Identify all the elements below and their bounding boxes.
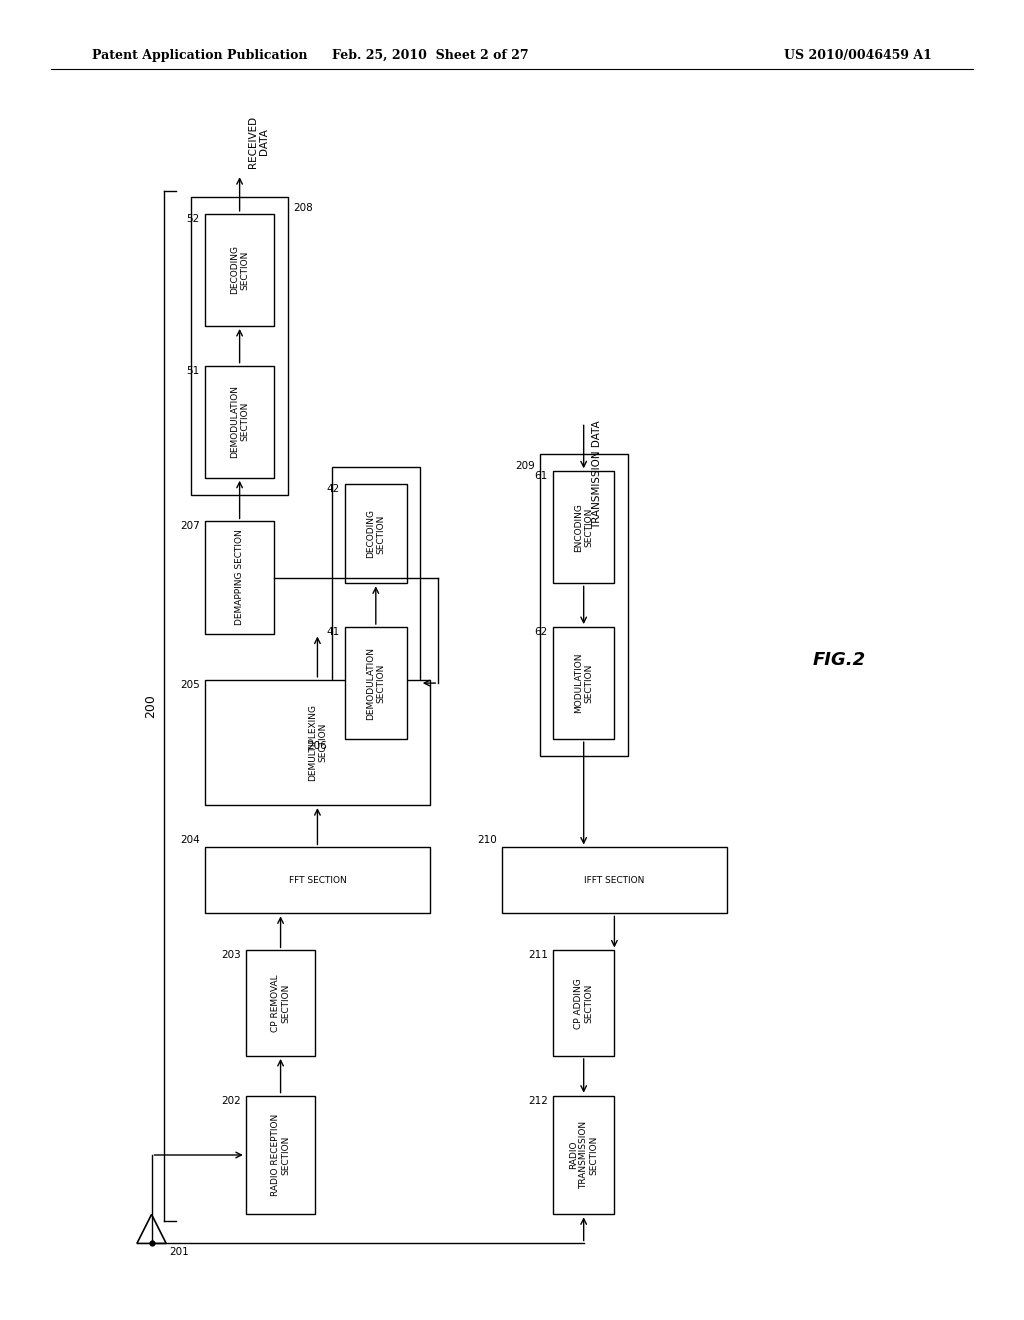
FancyBboxPatch shape [205, 366, 274, 478]
Text: FIG.2: FIG.2 [813, 651, 866, 669]
FancyBboxPatch shape [205, 680, 430, 805]
Text: DEMODULATION
SECTION: DEMODULATION SECTION [230, 385, 249, 458]
Text: DEMODULATION
SECTION: DEMODULATION SECTION [367, 647, 385, 719]
Text: 211: 211 [528, 950, 548, 961]
Text: CP ADDING
SECTION: CP ADDING SECTION [574, 978, 593, 1028]
Text: 61: 61 [535, 471, 548, 482]
Text: MODULATION
SECTION: MODULATION SECTION [574, 653, 593, 713]
Text: DEMAPPING SECTION: DEMAPPING SECTION [236, 529, 244, 626]
Text: Feb. 25, 2010  Sheet 2 of 27: Feb. 25, 2010 Sheet 2 of 27 [332, 49, 528, 62]
FancyBboxPatch shape [502, 847, 727, 913]
Text: Patent Application Publication: Patent Application Publication [92, 49, 307, 62]
Text: 42: 42 [327, 484, 340, 495]
FancyBboxPatch shape [345, 484, 407, 583]
Text: 203: 203 [221, 950, 241, 961]
Text: DEMULTIPLEXING
SECTION: DEMULTIPLEXING SECTION [308, 704, 327, 781]
FancyBboxPatch shape [553, 1096, 614, 1214]
Text: 204: 204 [180, 834, 200, 845]
FancyBboxPatch shape [553, 950, 614, 1056]
Text: 206: 206 [307, 741, 327, 751]
Text: 207: 207 [180, 521, 200, 532]
Text: IFFT SECTION: IFFT SECTION [585, 876, 644, 884]
FancyBboxPatch shape [553, 627, 614, 739]
Text: 202: 202 [221, 1096, 241, 1106]
Text: DECODING
SECTION: DECODING SECTION [367, 510, 385, 558]
Text: 51: 51 [186, 366, 200, 376]
Text: RECEIVED
DATA: RECEIVED DATA [248, 116, 269, 168]
FancyBboxPatch shape [205, 521, 274, 634]
FancyBboxPatch shape [553, 471, 614, 583]
Text: ENCODING
SECTION: ENCODING SECTION [574, 503, 593, 552]
Text: 200: 200 [143, 694, 157, 718]
Text: TRANSMISSION DATA: TRANSMISSION DATA [592, 420, 602, 528]
Text: 210: 210 [477, 834, 497, 845]
Text: 212: 212 [528, 1096, 548, 1106]
Text: 201: 201 [170, 1247, 189, 1258]
Text: US 2010/0046459 A1: US 2010/0046459 A1 [784, 49, 932, 62]
Text: CP REMOVAL
SECTION: CP REMOVAL SECTION [271, 974, 290, 1032]
Text: 208: 208 [293, 203, 312, 214]
FancyBboxPatch shape [345, 627, 407, 739]
Text: 52: 52 [186, 214, 200, 224]
FancyBboxPatch shape [246, 1096, 315, 1214]
Text: RADIO
TRANSMISSION
SECTION: RADIO TRANSMISSION SECTION [568, 1121, 599, 1189]
Text: 41: 41 [327, 627, 340, 638]
Text: 205: 205 [180, 680, 200, 690]
Text: RADIO RECEPTION
SECTION: RADIO RECEPTION SECTION [271, 1114, 290, 1196]
Text: 62: 62 [535, 627, 548, 638]
FancyBboxPatch shape [205, 847, 430, 913]
FancyBboxPatch shape [246, 950, 315, 1056]
Text: DECODING
SECTION: DECODING SECTION [230, 246, 249, 294]
FancyBboxPatch shape [205, 214, 274, 326]
Text: FFT SECTION: FFT SECTION [289, 876, 346, 884]
Text: 209: 209 [515, 461, 535, 471]
